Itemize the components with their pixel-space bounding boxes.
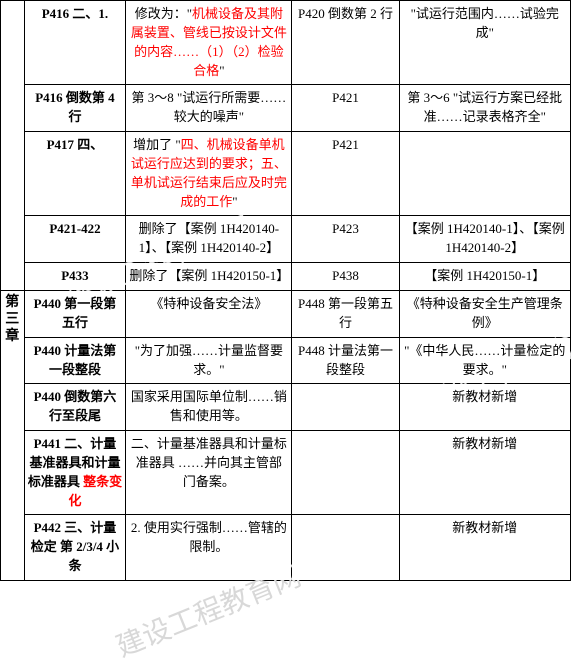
cell-note	[399, 132, 570, 216]
cell-change: 国家采用国际单位制……销售和使用等。	[126, 384, 292, 431]
table-row: P416 倒数第 4 行 第 3～8 "试运行所需要……较大的噪声" P421 …	[1, 85, 571, 132]
text: "	[219, 63, 224, 78]
cell-loc: P417 四、	[24, 132, 126, 216]
cell-loc: P416 倒数第 4 行	[24, 85, 126, 132]
text: 修改为："	[135, 6, 192, 21]
cell-note: 新教材新增	[399, 431, 570, 515]
cell-loc: P441 二、计量基准器具和计量标准器具 整条变化	[24, 431, 126, 515]
cell-change: 第 3～8 "试运行所需要……较大的噪声"	[126, 85, 292, 132]
cell-loc: P442 三、计量检定 第 2/3/4 小条	[24, 515, 126, 581]
cell-ref: P448 第一段第五行	[292, 290, 399, 337]
cell-change: 删除了【案例 1H420140-1】、【案例 1H420140-2】	[126, 216, 292, 263]
cell-change: 二、计量基准器具和计量标准器具 ……并向其主管部门备案。	[126, 431, 292, 515]
text: 增加了 "	[133, 137, 181, 152]
cell-ref	[292, 515, 399, 581]
chapter-text: 第三章	[3, 295, 22, 345]
cell-note: 新教材新增	[399, 384, 570, 431]
cell-loc: P433	[24, 263, 126, 291]
table-row: P441 二、计量基准器具和计量标准器具 整条变化 二、计量基准器具和计量标准器…	[1, 431, 571, 515]
cell-ref	[292, 384, 399, 431]
cell-change: 删除了【案例 1H420150-1】	[126, 263, 292, 291]
cell-loc: P421-422	[24, 216, 126, 263]
chapter-label: 第三章	[1, 290, 25, 580]
table-row: P416 二、1. 修改为："机械设备及其附属装置、管线已按设计文件的内容……（…	[1, 1, 571, 85]
cell-ref: P421	[292, 132, 399, 216]
table-row: P417 四、 增加了 "四、机械设备单机试运行应达到的要求；五、单机试运行结束…	[1, 132, 571, 216]
chapter-cell-empty	[1, 1, 25, 291]
cell-note: 新教材新增	[399, 515, 570, 581]
cell-ref: P423	[292, 216, 399, 263]
cell-change: 修改为："机械设备及其附属装置、管线已按设计文件的内容……（1）（2）检验合格"	[126, 1, 292, 85]
cell-loc: P416 二、1.	[24, 1, 126, 85]
cell-ref: P448 计量法第一段整段	[292, 337, 399, 384]
revisions-table: P416 二、1. 修改为："机械设备及其附属装置、管线已按设计文件的内容……（…	[0, 0, 571, 581]
table-row: P442 三、计量检定 第 2/3/4 小条 2. 使用实行强制……管辖的限制。…	[1, 515, 571, 581]
cell-ref: P420 倒数第 2 行	[292, 1, 399, 85]
cell-change: 2. 使用实行强制……管辖的限制。	[126, 515, 292, 581]
cell-note: "试运行范围内……试验完成"	[399, 1, 570, 85]
cell-note: 《特种设备安全生产管理条例》	[399, 290, 570, 337]
cell-change: "为了加强……计量监督要求。"	[126, 337, 292, 384]
cell-ref: P421	[292, 85, 399, 132]
table-row: 第三章 P440 第一段第五行 《特种设备安全法》 P448 第一段第五行 《特…	[1, 290, 571, 337]
table-row: P421-422 删除了【案例 1H420140-1】、【案例 1H420140…	[1, 216, 571, 263]
table-row: P440 计量法第一段整段 "为了加强……计量监督要求。" P448 计量法第一…	[1, 337, 571, 384]
cell-ref	[292, 431, 399, 515]
cell-change: 《特种设备安全法》	[126, 290, 292, 337]
cell-ref: P438	[292, 263, 399, 291]
cell-note: 【案例 1H420140-1】、【案例 1H420140-2】	[399, 216, 570, 263]
text: "	[232, 194, 237, 209]
cell-loc: P440 计量法第一段整段	[24, 337, 126, 384]
cell-change: 增加了 "四、机械设备单机试运行应达到的要求；五、单机试运行结束后应及时完成的工…	[126, 132, 292, 216]
table-row: P440 倒数第六行至段尾 国家采用国际单位制……销售和使用等。 新教材新增	[1, 384, 571, 431]
table-row: P433 删除了【案例 1H420150-1】 P438 【案例 1H42015…	[1, 263, 571, 291]
cell-note: "《中华人民……计量检定的要求。"	[399, 337, 570, 384]
cell-loc: P440 倒数第六行至段尾	[24, 384, 126, 431]
cell-note: 第 3～6 "试运行方案已经批准……记录表格齐全"	[399, 85, 570, 132]
cell-loc: P440 第一段第五行	[24, 290, 126, 337]
cell-note: 【案例 1H420150-1】	[399, 263, 570, 291]
